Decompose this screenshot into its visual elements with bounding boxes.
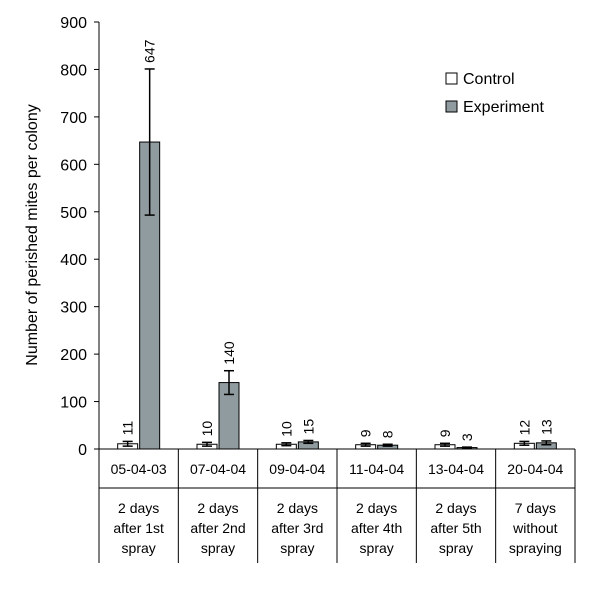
error-bars: [122, 68, 552, 449]
y-tick-label: 600: [60, 157, 87, 174]
category-desc-label: spray: [280, 540, 314, 556]
legend-label: Control: [463, 71, 515, 88]
data-label: 10: [278, 421, 294, 437]
legend-swatch-experiment: [445, 100, 458, 113]
data-label: 10: [199, 421, 215, 437]
category-date-label: 05-04-03: [111, 461, 167, 477]
axes: 0 100 200 300 400 500 600 700 800 900: [60, 15, 575, 459]
data-label: 11: [120, 421, 136, 436]
category-desc-label: 2 days: [356, 500, 397, 516]
y-tick-label: 500: [60, 205, 87, 222]
legend: Control Experiment: [445, 71, 544, 116]
category-desc-label: after 1st: [113, 520, 164, 536]
category-desc-label: spray: [439, 540, 473, 556]
data-label: 15: [300, 419, 316, 435]
category-desc-label: after 4th: [351, 520, 402, 536]
data-label: 3: [459, 433, 475, 441]
category-table: 05-04-03 2 days after 1st spray 07-04-04 2 da…: [98, 449, 576, 563]
y-tick-label: 200: [60, 347, 87, 364]
y-tick-label: 700: [60, 110, 87, 127]
data-label: 12: [516, 420, 532, 436]
data-label: 8: [380, 430, 396, 438]
category-desc-label: 2 days: [435, 500, 476, 516]
data-label: 9: [358, 429, 374, 437]
category-desc-label: after 3rd: [271, 520, 323, 536]
bars: [117, 141, 557, 450]
category-desc-label: 2 days: [197, 500, 238, 516]
category-date-label: 11-04-04: [349, 461, 404, 477]
y-tick-label: 800: [60, 62, 87, 79]
y-tick-label: 100: [60, 395, 87, 412]
category-desc-label: spray: [122, 540, 156, 556]
category-date-label: 07-04-04: [190, 461, 246, 477]
category-desc-label: spray: [360, 540, 394, 556]
y-tick-label: 900: [60, 15, 87, 32]
y-tick-label: 300: [60, 300, 87, 317]
data-label: 13: [538, 419, 554, 435]
data-labels: 11 10 10 9 9 12 647 140 15 8 3 13: [120, 39, 555, 441]
category-desc-label: without: [512, 520, 557, 536]
y-tick-label: 400: [60, 252, 87, 269]
y-axis-title: Number of perished mites per colony: [24, 104, 41, 365]
legend-swatch-control: [445, 72, 458, 85]
category-date-label: 13-04-04: [428, 461, 484, 477]
y-tick-label: 0: [78, 442, 87, 459]
category-desc-label: 2 days: [277, 500, 318, 516]
category-desc-label: after 5th: [430, 520, 481, 536]
category-desc-label: spray: [201, 540, 235, 556]
data-label: 140: [221, 341, 237, 365]
data-label: 9: [437, 429, 453, 437]
legend-label: Experiment: [463, 99, 544, 116]
category-date-label: 09-04-04: [269, 461, 325, 477]
category-desc-label: 7 days: [515, 500, 556, 516]
category-desc-label: after 2nd: [190, 520, 245, 536]
data-label: 647: [142, 39, 158, 63]
category-desc-label: 2 days: [118, 500, 159, 516]
category-date-label: 20-04-04: [507, 461, 563, 477]
category-desc-label: spraying: [509, 540, 562, 556]
